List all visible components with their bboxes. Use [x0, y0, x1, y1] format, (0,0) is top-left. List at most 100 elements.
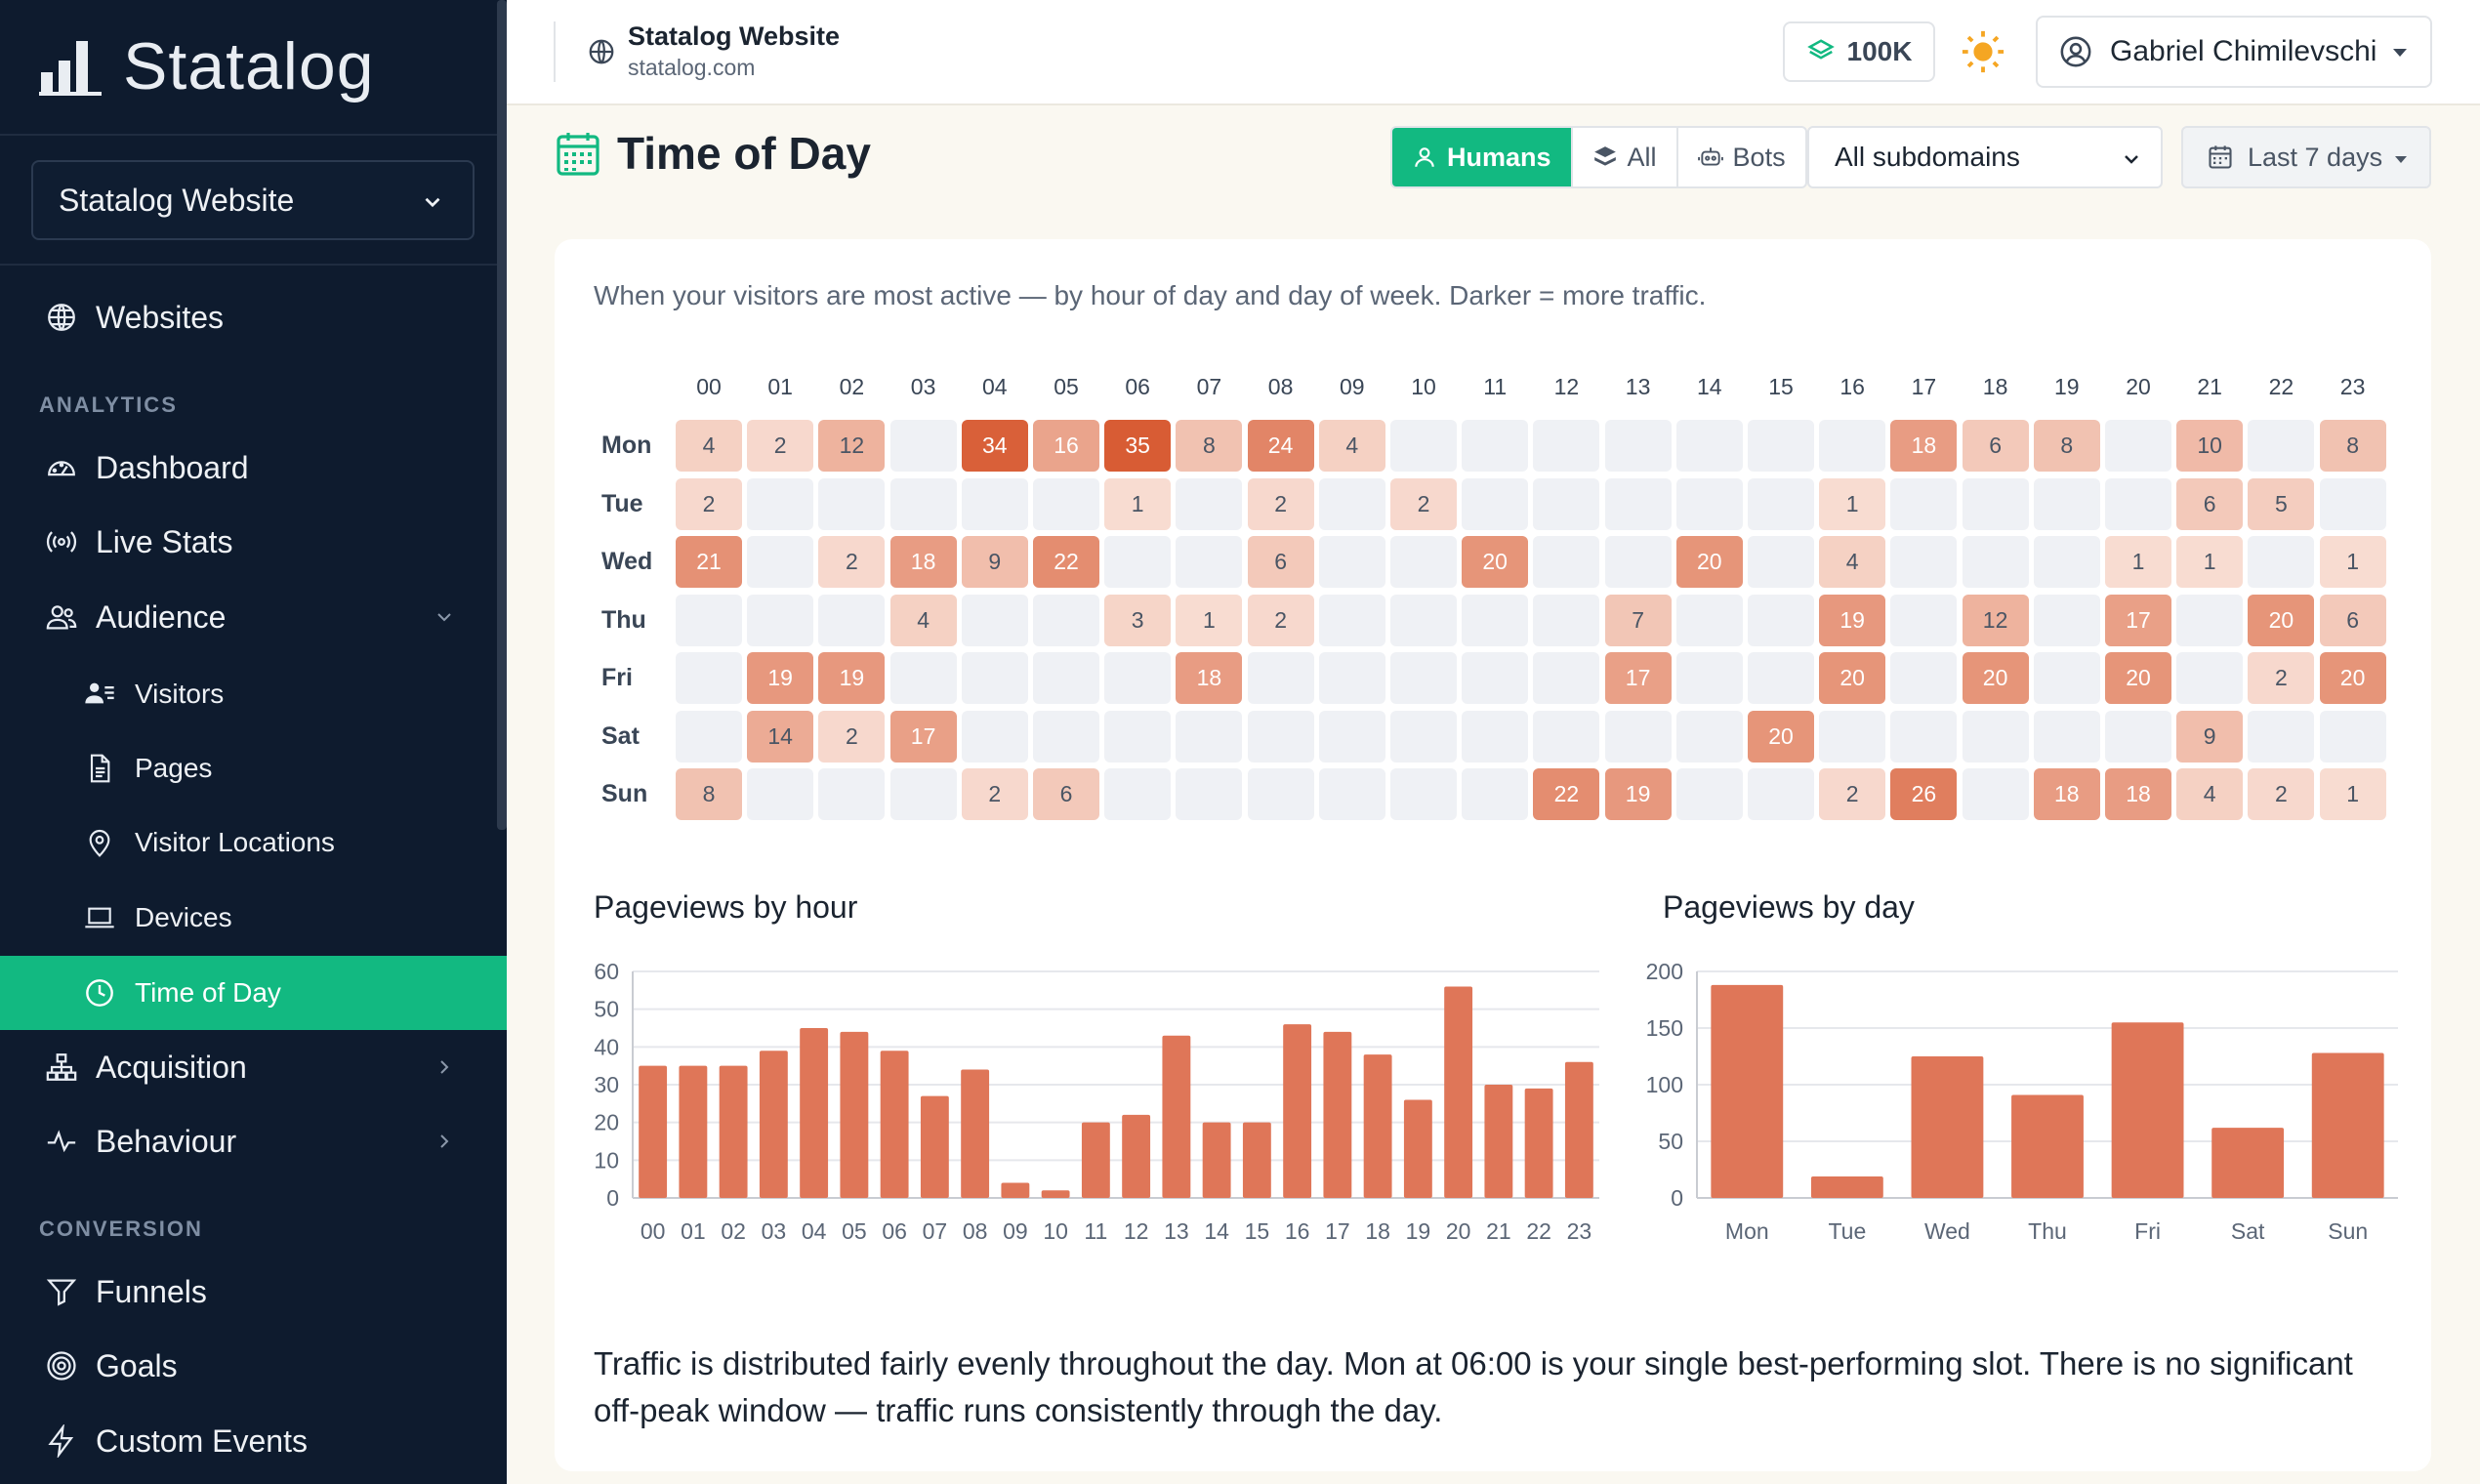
- heatmap-cell[interactable]: [1533, 710, 1600, 763]
- heatmap-cell[interactable]: 22: [1033, 536, 1099, 588]
- user-menu-button[interactable]: Gabriel Chimilevschi: [2036, 16, 2432, 88]
- heatmap-cell[interactable]: 19: [1819, 594, 1886, 646]
- heatmap-cell[interactable]: [2319, 710, 2386, 763]
- heatmap-cell[interactable]: [2105, 477, 2171, 530]
- heatmap-cell[interactable]: 5: [2248, 477, 2315, 530]
- heatmap-cell[interactable]: [1176, 710, 1243, 763]
- heatmap-cell[interactable]: 18: [889, 536, 957, 588]
- heatmap-cell[interactable]: 2: [818, 710, 886, 763]
- heatmap-cell[interactable]: [961, 477, 1028, 530]
- heatmap-cell[interactable]: 2: [1247, 477, 1314, 530]
- heatmap-cell[interactable]: [2033, 594, 2100, 646]
- heatmap-cell[interactable]: [1675, 710, 1743, 763]
- heatmap-cell[interactable]: 20: [1462, 536, 1529, 588]
- heatmap-cell[interactable]: [1962, 768, 2029, 820]
- heatmap-cell[interactable]: [2105, 710, 2171, 763]
- heatmap-cell[interactable]: 26: [1890, 768, 1958, 820]
- heatmap-cell[interactable]: [1390, 652, 1457, 704]
- heatmap-cell[interactable]: [2033, 710, 2100, 763]
- sidebar-item-custom-events[interactable]: Custom Events: [0, 1404, 497, 1478]
- heatmap-cell[interactable]: [1890, 594, 1958, 646]
- heatmap-cell[interactable]: 19: [818, 652, 886, 704]
- heatmap-cell[interactable]: [2248, 536, 2315, 588]
- heatmap-cell[interactable]: [747, 477, 814, 530]
- heatmap-cell[interactable]: 8: [1176, 420, 1243, 472]
- heatmap-cell[interactable]: [1748, 594, 1814, 646]
- heatmap-cell[interactable]: [961, 710, 1028, 763]
- heatmap-cell[interactable]: 6: [1033, 768, 1099, 820]
- heatmap-cell[interactable]: 20: [2248, 594, 2315, 646]
- heatmap-cell[interactable]: 20: [1748, 710, 1814, 763]
- heatmap-cell[interactable]: 2: [747, 420, 814, 472]
- heatmap-cell[interactable]: 6: [1247, 536, 1314, 588]
- subdomain-select[interactable]: All subdomains: [1807, 126, 2163, 188]
- filter-bots-button[interactable]: Bots: [1678, 128, 1805, 186]
- heatmap-cell[interactable]: [889, 477, 957, 530]
- heatmap-cell[interactable]: 3: [1104, 594, 1172, 646]
- heatmap-cell[interactable]: 22: [1533, 768, 1600, 820]
- heatmap-cell[interactable]: 2: [1390, 477, 1457, 530]
- heatmap-cell[interactable]: [1390, 420, 1457, 472]
- heatmap-cell[interactable]: 34: [961, 420, 1028, 472]
- heatmap-cell[interactable]: [2176, 652, 2244, 704]
- heatmap-cell[interactable]: 6: [2176, 477, 2244, 530]
- heatmap-cell[interactable]: 2: [2248, 768, 2315, 820]
- heatmap-cell[interactable]: 4: [1318, 420, 1385, 472]
- heatmap-cell[interactable]: [1462, 477, 1529, 530]
- sidebar-item-time-of-day[interactable]: Time of Day: [0, 956, 507, 1030]
- heatmap-cell[interactable]: 1: [1819, 477, 1886, 530]
- heatmap-cell[interactable]: [676, 710, 742, 763]
- sidebar-item-funnels[interactable]: Funnels: [0, 1255, 497, 1329]
- heatmap-cell[interactable]: [1748, 768, 1814, 820]
- heatmap-cell[interactable]: 8: [2033, 420, 2100, 472]
- heatmap-cell[interactable]: [1748, 536, 1814, 588]
- sidebar-scrollbar[interactable]: [497, 0, 507, 830]
- heatmap-cell[interactable]: 6: [2319, 594, 2386, 646]
- heatmap-cell[interactable]: [1675, 652, 1743, 704]
- heatmap-cell[interactable]: [1247, 710, 1314, 763]
- heatmap-cell[interactable]: [1962, 710, 2029, 763]
- heatmap-cell[interactable]: [2033, 652, 2100, 704]
- heatmap-cell[interactable]: 8: [676, 768, 742, 820]
- heatmap-cell[interactable]: [1533, 477, 1600, 530]
- heatmap-cell[interactable]: [1390, 594, 1457, 646]
- heatmap-cell[interactable]: 1: [2105, 536, 2171, 588]
- heatmap-cell[interactable]: [1462, 710, 1529, 763]
- heatmap-cell[interactable]: [1033, 594, 1099, 646]
- heatmap-cell[interactable]: [889, 768, 957, 820]
- heatmap-cell[interactable]: 1: [2319, 536, 2386, 588]
- heatmap-cell[interactable]: 19: [747, 652, 814, 704]
- heatmap-cell[interactable]: [1819, 710, 1886, 763]
- sidebar-item-behaviour[interactable]: Behaviour: [0, 1104, 497, 1178]
- heatmap-cell[interactable]: [1533, 420, 1600, 472]
- heatmap-cell[interactable]: [818, 768, 886, 820]
- heatmap-cell[interactable]: 2: [2248, 652, 2315, 704]
- sidebar-item-audience[interactable]: Audience: [0, 580, 497, 654]
- heatmap-cell[interactable]: [1176, 768, 1243, 820]
- sidebar-item-websites[interactable]: Websites: [0, 280, 497, 354]
- heatmap-cell[interactable]: 17: [1604, 652, 1672, 704]
- heatmap-cell[interactable]: [1033, 652, 1099, 704]
- heatmap-cell[interactable]: [2248, 710, 2315, 763]
- heatmap-cell[interactable]: [1462, 420, 1529, 472]
- heatmap-cell[interactable]: [889, 652, 957, 704]
- heatmap-cell[interactable]: 4: [1819, 536, 1886, 588]
- heatmap-cell[interactable]: 20: [1962, 652, 2029, 704]
- sidebar-item-visitor-locations[interactable]: Visitor Locations: [0, 805, 497, 880]
- heatmap-cell[interactable]: 2: [1247, 594, 1314, 646]
- heatmap-cell[interactable]: 18: [2105, 768, 2171, 820]
- heatmap-cell[interactable]: [1033, 710, 1099, 763]
- heatmap-cell[interactable]: [1104, 536, 1172, 588]
- heatmap-cell[interactable]: [1390, 536, 1457, 588]
- heatmap-cell[interactable]: [889, 420, 957, 472]
- heatmap-cell[interactable]: 4: [676, 420, 742, 472]
- heatmap-cell[interactable]: [1176, 477, 1243, 530]
- heatmap-cell[interactable]: [1318, 710, 1385, 763]
- heatmap-cell[interactable]: [2033, 477, 2100, 530]
- heatmap-cell[interactable]: [1533, 594, 1600, 646]
- heatmap-cell[interactable]: [1748, 652, 1814, 704]
- heatmap-cell[interactable]: 20: [1819, 652, 1886, 704]
- heatmap-cell[interactable]: [1462, 652, 1529, 704]
- heatmap-cell[interactable]: 35: [1104, 420, 1172, 472]
- heatmap-cell[interactable]: [961, 594, 1028, 646]
